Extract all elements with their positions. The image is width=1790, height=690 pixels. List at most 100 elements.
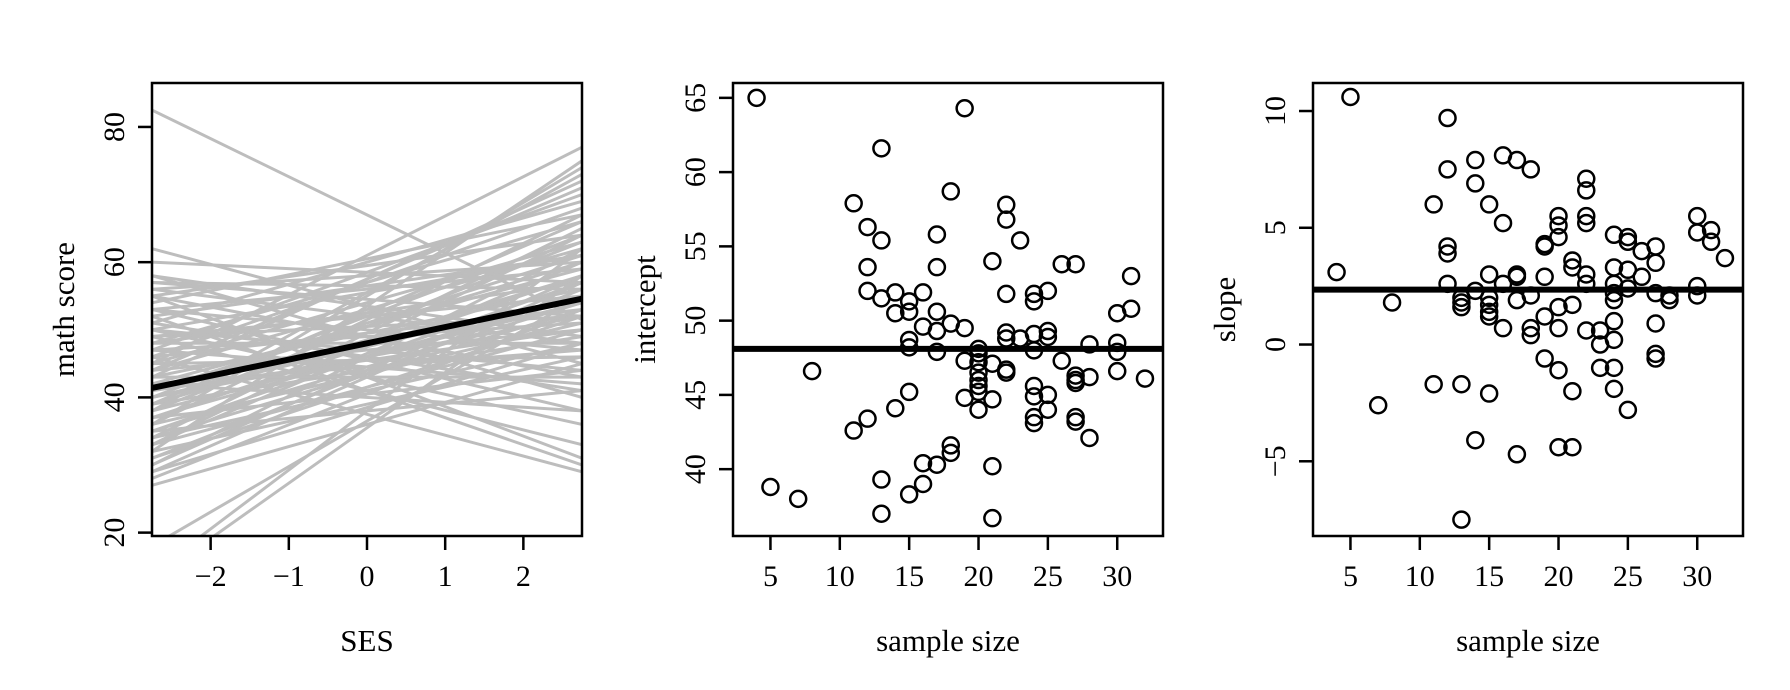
point-74 <box>1604 358 1624 378</box>
point-87 <box>1646 344 1665 364</box>
point-20 <box>1479 195 1499 214</box>
point-46 <box>969 370 988 390</box>
point-93 <box>1121 299 1141 319</box>
point-14 <box>872 504 891 523</box>
average-line <box>152 295 582 391</box>
point-55 <box>997 195 1016 215</box>
y-tick-label: 55 <box>679 231 712 261</box>
point-59 <box>1577 206 1596 226</box>
point-10 <box>872 139 891 158</box>
point-24 <box>913 283 933 302</box>
y-tick-label: 40 <box>679 454 712 484</box>
group-line-82 <box>152 267 582 311</box>
point-31 <box>927 321 947 341</box>
point-8 <box>858 281 877 301</box>
point-1 <box>1341 87 1360 107</box>
point-76 <box>1038 400 1058 420</box>
point-64 <box>1024 284 1044 304</box>
point-74 <box>1038 327 1058 347</box>
point-15 <box>1452 510 1471 529</box>
point-9 <box>858 409 877 428</box>
x-tick-label: −2 <box>195 560 227 593</box>
point-28 <box>927 225 947 244</box>
point-49 <box>1549 318 1568 338</box>
point-73 <box>1604 330 1624 350</box>
point-16 <box>886 303 905 323</box>
point-69 <box>1024 387 1044 406</box>
group-line-7 <box>152 253 582 318</box>
point-27 <box>913 474 933 494</box>
point-33 <box>1507 267 1527 287</box>
x-tick-label: 30 <box>1682 560 1712 593</box>
x-tick-label: 20 <box>1544 560 1574 593</box>
point-2 <box>788 489 808 509</box>
point-16 <box>1466 150 1485 170</box>
x-tick-label: 20 <box>964 560 994 593</box>
point-93 <box>1687 276 1707 296</box>
y-axis-title: math score <box>46 242 81 377</box>
point-29 <box>927 257 947 277</box>
point-9 <box>1438 244 1457 263</box>
y-axis-title: intercept <box>627 255 662 364</box>
point-52 <box>1563 251 1582 270</box>
point-78 <box>1052 351 1071 370</box>
y-axis-title: slope <box>1207 277 1242 342</box>
group-line-69 <box>152 348 582 386</box>
point-30 <box>927 302 947 321</box>
point-50 <box>1549 360 1568 380</box>
point-91 <box>1107 361 1127 381</box>
plot-frame <box>731 81 1165 538</box>
point-35 <box>1507 445 1527 464</box>
group-line-5 <box>152 233 582 298</box>
point-41 <box>1535 237 1554 256</box>
group-line-70 <box>152 382 582 413</box>
point-45 <box>1549 206 1568 226</box>
group-line-79 <box>152 314 582 460</box>
point-46 <box>1549 216 1568 235</box>
group-line-25 <box>152 260 582 447</box>
point-18 <box>899 292 919 311</box>
panel-slope-vs-sample-size: 5 10 15 20 25 30 −5 0 5 10 sample size slope <box>1207 81 1745 658</box>
point-79 <box>1066 254 1085 274</box>
point-56 <box>997 210 1016 229</box>
point-57 <box>997 284 1016 304</box>
point-36 <box>1521 160 1541 179</box>
group-line-78 <box>152 233 582 447</box>
group-line-73 <box>152 240 582 366</box>
point-2 <box>1368 395 1388 415</box>
point-65 <box>1024 292 1044 311</box>
x-axis-title: sample size <box>1456 623 1600 658</box>
y-tick-label: 40 <box>98 382 131 412</box>
point-58 <box>1577 181 1596 200</box>
point-30 <box>1493 318 1513 338</box>
point-57 <box>1577 169 1596 188</box>
point-82 <box>1632 267 1651 287</box>
group-line-81 <box>152 287 582 345</box>
point-47 <box>969 376 988 396</box>
point-83 <box>1646 237 1665 256</box>
y-tick-label: 50 <box>679 306 712 336</box>
point-51 <box>1549 438 1568 457</box>
x-tick-label: 10 <box>825 560 855 593</box>
group-line-83 <box>152 253 582 332</box>
y-tick-label: 10 <box>1259 96 1292 126</box>
point-52 <box>983 390 1002 409</box>
point-39 <box>1521 325 1541 345</box>
point-48 <box>1549 297 1568 317</box>
point-38 <box>1521 318 1541 338</box>
point-68 <box>1024 376 1044 396</box>
point-3 <box>1382 293 1402 312</box>
point-92 <box>1121 266 1141 286</box>
point-75 <box>1604 379 1624 399</box>
point-50 <box>983 251 1002 271</box>
x-tick-label: −1 <box>273 560 305 593</box>
point-0 <box>1327 262 1346 282</box>
point-28 <box>1493 213 1513 233</box>
point-13 <box>1452 297 1471 317</box>
group-line-62 <box>152 186 582 372</box>
point-4 <box>1424 195 1443 214</box>
point-55 <box>1563 381 1582 401</box>
point-66 <box>1590 358 1610 378</box>
point-80 <box>1618 400 1638 420</box>
